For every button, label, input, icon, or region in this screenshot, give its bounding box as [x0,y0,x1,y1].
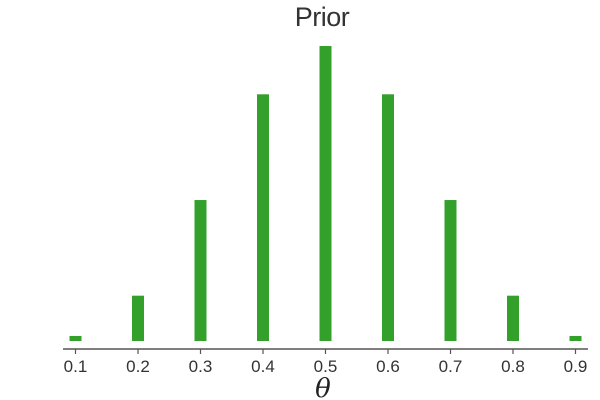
bar-0.4 [257,94,269,341]
x-tick-label: 0.7 [439,357,463,376]
bar-0.6 [382,94,394,341]
x-tick-label: 0.2 [126,357,150,376]
bar-0.1 [69,335,82,341]
x-tick-label: 0.9 [564,357,588,376]
x-tick-label: 0.4 [251,357,275,376]
bar-0.3 [194,200,207,341]
chart-title: Prior [295,2,350,32]
bar-0.7 [444,200,457,341]
x-tick-label: 0.3 [189,357,213,376]
bar-0.9 [569,335,582,341]
x-ticks: 0.1 0.2 0.3 0.4 0.5 0.6 0.7 0.8 0.9 [64,349,588,376]
x-tick-label: 0.5 [314,357,338,376]
x-axis-label: θ [315,374,331,400]
x-tick-label: 0.8 [501,357,525,376]
x-tick-label: 0.1 [64,357,88,376]
bar-group [69,46,582,341]
bar-0.5 [319,46,332,341]
bar-0.8 [507,295,519,341]
x-tick-label: 0.6 [376,357,400,376]
bar-0.2 [132,295,144,341]
